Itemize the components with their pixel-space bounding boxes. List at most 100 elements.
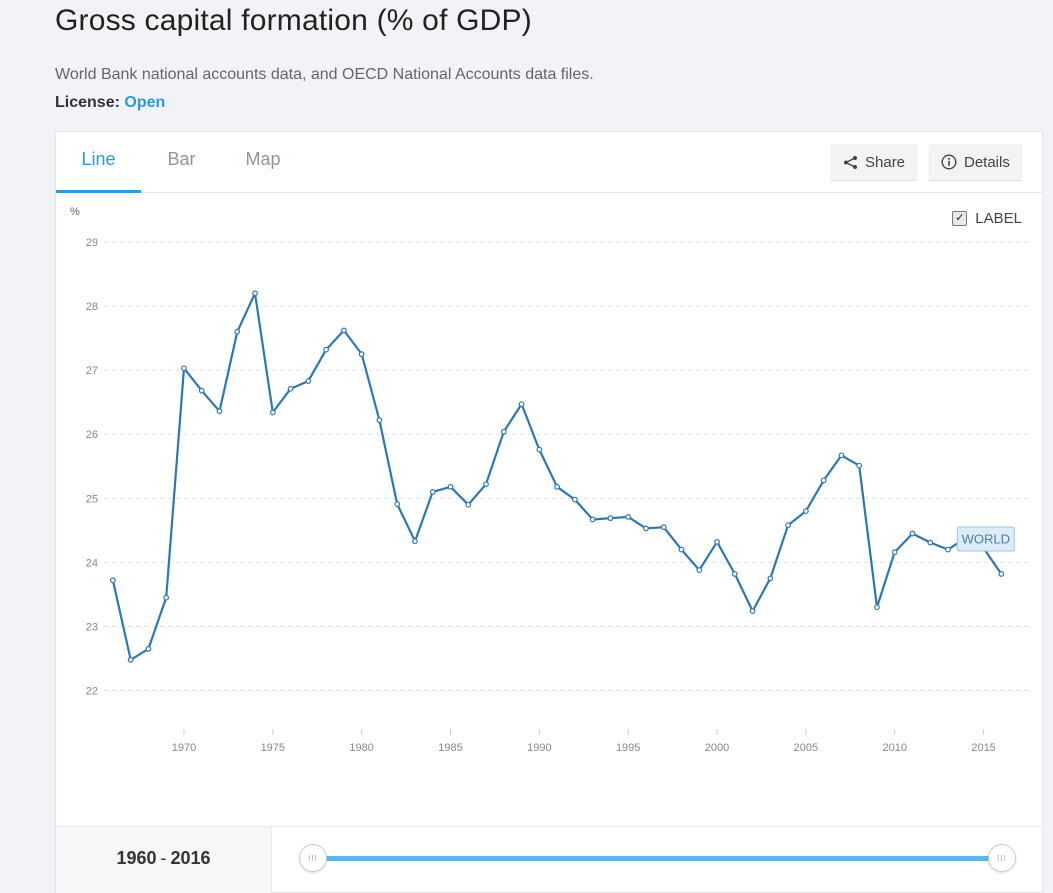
series-label: WORLD: [962, 532, 1010, 547]
data-point: [252, 290, 258, 297]
data-point: [340, 327, 347, 334]
data-point: [518, 401, 525, 408]
data-point: [127, 656, 134, 663]
data-point: [305, 378, 312, 384]
range-slider-start-handle[interactable]: III: [299, 844, 327, 872]
x-tick-label: 1980: [349, 742, 373, 754]
data-point: [465, 501, 472, 508]
y-tick-label: 25: [86, 493, 98, 505]
data-point: [287, 385, 294, 392]
data-point: [767, 575, 774, 582]
data-point: [909, 530, 916, 537]
year-range: 1960-2016: [56, 827, 272, 893]
chart-tabs: Line Bar Map Share: [56, 132, 1042, 193]
data-point: [731, 571, 738, 577]
details-label: Details: [964, 153, 1010, 171]
series-label-box: [956, 526, 1015, 552]
range-start: 1960: [116, 848, 157, 868]
x-tick-label: 1970: [172, 742, 196, 754]
data-point: [269, 409, 276, 416]
y-tick-label: 29: [86, 237, 98, 249]
y-axis-unit-label: %: [70, 206, 80, 218]
data-point: [571, 496, 578, 503]
x-tick-label: 1985: [438, 742, 462, 754]
x-tick-label: 1995: [616, 742, 640, 754]
data-point: [696, 567, 703, 573]
data-point: [394, 501, 401, 507]
x-tick-label: 2000: [705, 742, 729, 754]
info-icon: [941, 154, 957, 170]
data-point: [554, 483, 561, 490]
data-point: [856, 462, 863, 469]
details-button[interactable]: Details: [929, 144, 1022, 180]
x-tick-label: 1990: [527, 742, 551, 754]
data-point: [838, 452, 845, 459]
x-tick-label: 1975: [261, 742, 285, 754]
tab-line[interactable]: Line: [56, 132, 141, 193]
y-tick-label: 24: [86, 557, 98, 569]
data-point: [589, 516, 596, 523]
data-point: [643, 525, 649, 532]
data-point: [500, 428, 507, 435]
data-point: [927, 539, 934, 546]
data-point: [412, 538, 418, 545]
data-point: [163, 594, 170, 601]
data-point: [625, 513, 632, 520]
data-point: [216, 408, 223, 415]
y-tick-label: 28: [86, 301, 98, 313]
range-slider-track[interactable]: [312, 856, 1001, 861]
label-checkbox[interactable]: ✓: [952, 211, 968, 226]
data-point: [874, 604, 880, 611]
data-point: [234, 328, 241, 335]
series-line-world: [111, 292, 1003, 661]
license-link[interactable]: Open: [124, 94, 166, 111]
data-point: [145, 646, 152, 652]
data-point: [198, 387, 205, 394]
share-icon: [843, 155, 858, 170]
data-point: [429, 489, 436, 495]
label-toggle-text: LABEL: [975, 210, 1022, 227]
share-button[interactable]: Share: [831, 144, 918, 180]
data-point: [358, 351, 365, 358]
license: License: Open: [55, 94, 165, 112]
page-title: Gross capital formation (% of GDP): [55, 4, 532, 37]
source-note: World Bank national accounts data, and O…: [55, 66, 594, 83]
range-footer: 1960-2016 III III: [56, 826, 1042, 893]
y-tick-label: 22: [86, 686, 98, 698]
data-point: [714, 538, 720, 545]
x-tick-label: 2015: [971, 742, 995, 754]
data-point: [109, 577, 116, 584]
data-point: [483, 481, 489, 488]
data-point: [447, 483, 454, 490]
data-point: [376, 417, 383, 424]
data-point: [802, 508, 809, 515]
y-tick-label: 26: [86, 429, 98, 441]
data-point: [998, 571, 1005, 577]
data-point: [660, 524, 667, 531]
line-chart: % 22 23 24 25 26 27 28 29 1970 1975 1980 1985 1990 199…: [70, 206, 1028, 754]
range-separator: -: [160, 848, 167, 868]
data-point: [785, 522, 792, 529]
data-point: [749, 608, 756, 614]
data-point: [820, 477, 827, 484]
tab-map[interactable]: Map: [245, 149, 281, 169]
data-point: [536, 446, 543, 453]
tab-bar[interactable]: Bar: [167, 149, 196, 169]
range-slider-end-handle[interactable]: III: [988, 844, 1016, 872]
chart-card: Line Bar Map Share: [55, 131, 1043, 893]
data-point: [181, 365, 187, 372]
y-tick-label: 27: [86, 365, 98, 377]
data-point: [945, 546, 951, 553]
y-tick-label: 23: [86, 621, 98, 633]
data-point: [323, 346, 330, 353]
data-point: [891, 549, 898, 556]
share-label: Share: [865, 153, 906, 171]
data-point: [607, 515, 614, 522]
data-point: [678, 546, 685, 553]
x-tick-label: 2005: [794, 742, 818, 754]
label-toggle[interactable]: ✓ LABEL: [952, 210, 1022, 227]
license-label: License:: [55, 94, 120, 111]
range-end: 2016: [170, 848, 211, 868]
x-tick-label: 2010: [882, 742, 906, 754]
